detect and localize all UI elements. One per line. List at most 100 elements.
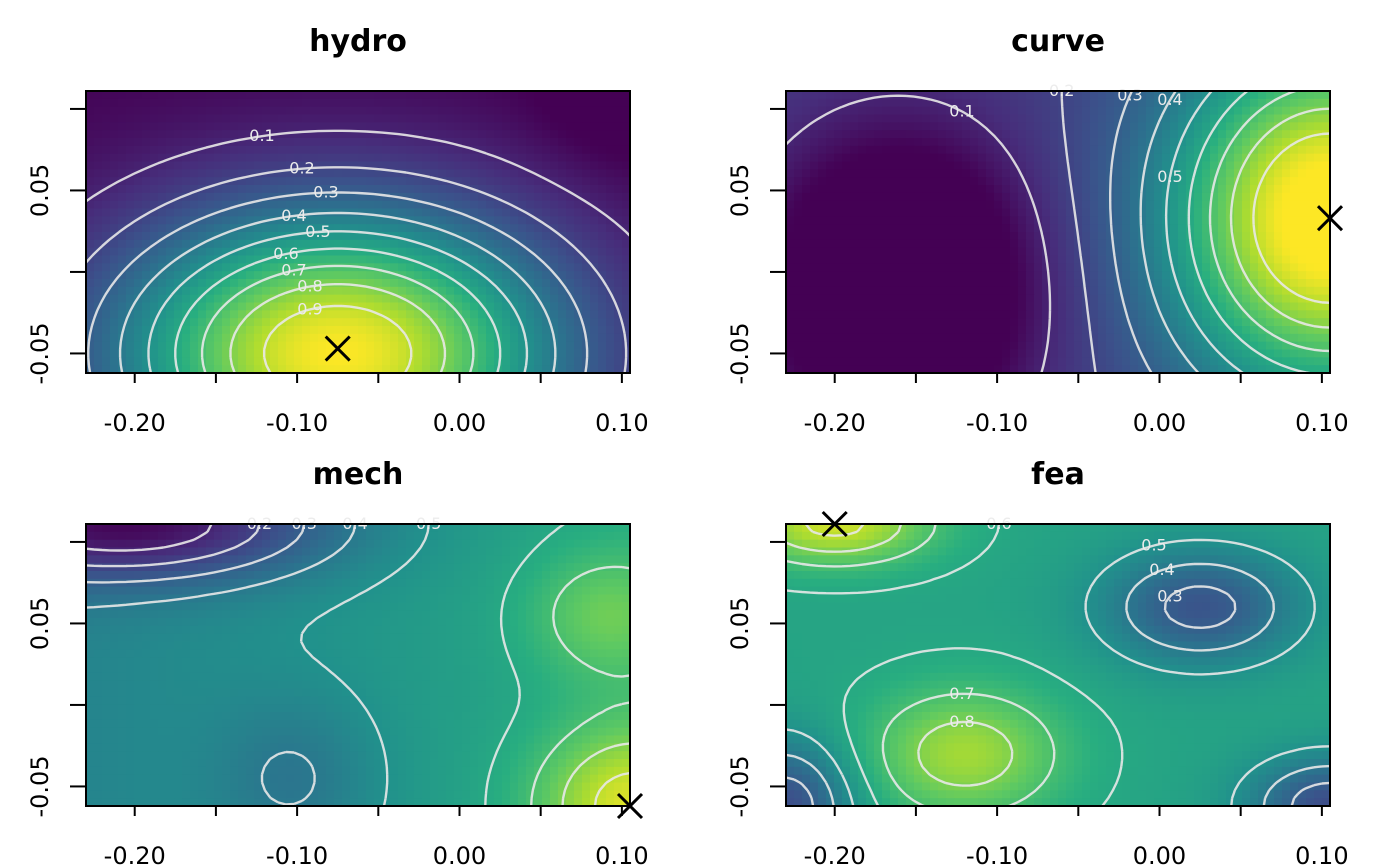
heat-cell: [302, 106, 311, 116]
heat-cell: [526, 318, 535, 327]
heat-cell: [826, 145, 835, 155]
heat-cell: [486, 255, 495, 264]
heat-cell: [1010, 349, 1019, 358]
heat-cell: [954, 357, 963, 366]
heat-cell: [1186, 365, 1195, 374]
heat-cell: [1050, 302, 1059, 311]
heat-cell: [978, 114, 987, 123]
heat-cell: [494, 310, 503, 319]
heat-cell: [206, 294, 215, 304]
heat-cell: [582, 122, 591, 131]
heat-cell: [1042, 91, 1051, 100]
heat-cell: [590, 145, 599, 155]
heat-cell: [946, 192, 955, 202]
heat-cell: [1218, 333, 1227, 343]
heat-cell: [494, 279, 503, 288]
heat-cell: [166, 114, 175, 123]
heat-cell: [994, 145, 1003, 155]
heat-cell: [1282, 318, 1291, 327]
heat-cell: [446, 302, 455, 311]
heat-cell: [598, 294, 607, 304]
heat-cell: [954, 263, 963, 272]
heat-cell: [1154, 130, 1163, 139]
heat-cell: [550, 200, 559, 210]
heat-cell: [850, 192, 859, 202]
heat-cell: [478, 349, 487, 358]
heat-cell: [510, 247, 519, 257]
heat-cell: [582, 224, 591, 233]
heat-cell: [1322, 192, 1331, 202]
heat-cell: [606, 271, 615, 280]
heat-cell: [1258, 122, 1267, 131]
heat-cell: [134, 91, 143, 100]
heat-cell: [1122, 333, 1131, 343]
heat-cell: [134, 153, 143, 163]
heat-cell: [1122, 365, 1131, 374]
heat-cell: [94, 357, 103, 366]
heat-cell: [526, 341, 535, 351]
heat-cell: [1314, 318, 1323, 327]
heat-cell: [826, 161, 835, 170]
heat-cell: [102, 106, 111, 116]
heat-cell: [518, 349, 527, 358]
heat-cell: [318, 326, 327, 335]
heat-cell: [1130, 341, 1139, 351]
heat-cell: [914, 161, 923, 170]
heat-cell: [318, 192, 327, 202]
heat-cell: [422, 114, 431, 123]
heat-cell: [882, 153, 891, 163]
heat-cell: [238, 177, 247, 186]
heat-cell: [326, 294, 335, 304]
heat-cell: [374, 161, 383, 170]
heat-cell: [858, 130, 867, 139]
heat-cell: [1138, 200, 1147, 210]
heat-cell: [1042, 106, 1051, 116]
heat-cell: [358, 333, 367, 343]
heat-cell: [518, 279, 527, 288]
heat-cell: [214, 326, 223, 335]
heat-cell: [230, 200, 239, 210]
heat-cell: [1090, 341, 1099, 351]
heat-cell: [1258, 247, 1267, 257]
heat-cell: [1130, 255, 1139, 264]
heat-cell: [1106, 326, 1115, 335]
heat-cell: [462, 106, 471, 116]
heat-cell: [1114, 286, 1123, 296]
heat-cell: [422, 153, 431, 163]
heat-cell: [462, 122, 471, 131]
heat-cell: [1170, 302, 1179, 311]
heat-cell: [850, 318, 859, 327]
heat-cell: [1162, 286, 1171, 296]
heat-cell: [230, 271, 239, 280]
heat-cell: [446, 91, 455, 100]
heat-cell: [1034, 239, 1043, 249]
heat-cell: [110, 524, 119, 533]
heat-cell: [174, 310, 183, 319]
heat-cell: [1226, 349, 1235, 358]
heat-cell: [174, 130, 183, 139]
heat-cell: [890, 192, 899, 202]
heat-cell: [166, 333, 175, 343]
heat-cell: [302, 326, 311, 335]
heat-cell: [358, 91, 367, 100]
heat-cell: [270, 200, 279, 210]
heat-cell: [214, 239, 223, 249]
heat-cell: [922, 365, 931, 374]
heat-cell: [534, 232, 543, 241]
heat-cell: [794, 255, 803, 264]
heat-cell: [278, 247, 287, 257]
heat-cell: [614, 114, 623, 123]
heat-cell: [550, 263, 559, 272]
heat-cell: [534, 169, 543, 178]
heat-cell: [606, 239, 615, 249]
heat-cell: [422, 255, 431, 264]
heat-cell: [598, 153, 607, 163]
heat-cell: [510, 98, 519, 108]
heat-cell: [1010, 145, 1019, 155]
heat-cell: [946, 114, 955, 123]
heat-cell: [786, 177, 795, 186]
heat-cell: [970, 232, 979, 241]
heat-cell: [246, 318, 255, 327]
heat-cell: [622, 224, 631, 233]
heat-cell: [802, 106, 811, 116]
